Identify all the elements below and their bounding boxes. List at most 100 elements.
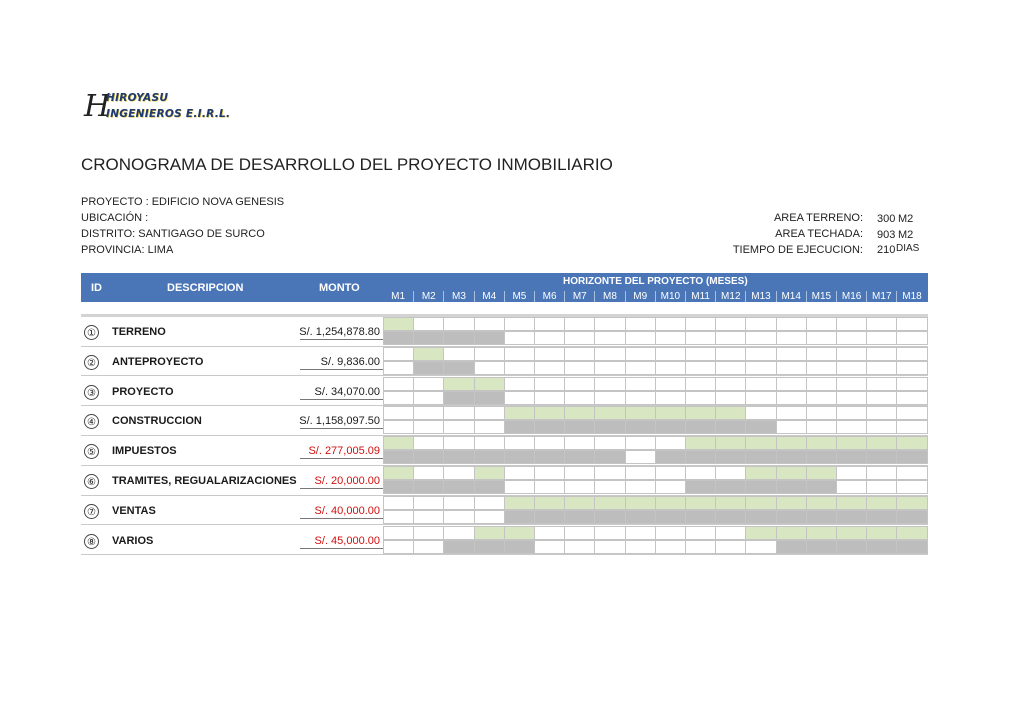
header-descripcion: DESCRIPCION [167, 282, 244, 294]
planned-cell-m16 [836, 346, 868, 361]
planned-cell-m8 [594, 466, 626, 480]
executed-cell-m12 [715, 539, 747, 554]
executed-cell-m16 [836, 450, 868, 465]
planned-cell-m8 [594, 495, 626, 510]
executed-cell-m16 [836, 331, 868, 345]
month-header-m11: M11 [685, 291, 715, 302]
executed-cell-m10 [654, 539, 686, 554]
row-id-badge: ② [84, 354, 99, 370]
executed-cell-m6 [534, 420, 566, 435]
month-header-m9: M9 [624, 291, 655, 302]
executed-cell-m1 [383, 420, 415, 435]
tiempo-ejecucion-value: 210 [877, 244, 896, 256]
planned-cell-m8 [594, 406, 626, 421]
planned-cell-m4 [473, 317, 505, 331]
executed-cell-m2 [413, 331, 445, 345]
executed-cell-m4 [473, 539, 505, 554]
planned-cell-m4 [473, 346, 505, 361]
executed-cell-m13 [745, 450, 777, 465]
row-amount: S/. 9,836.00 [320, 355, 380, 368]
executed-cell-m8 [594, 390, 626, 405]
executed-cell-m9 [624, 331, 656, 345]
row-description: PROYECTO [112, 385, 174, 398]
planned-cell-m8 [594, 346, 626, 361]
planned-cell-m12 [715, 495, 747, 510]
month-header-m12: M12 [715, 291, 745, 302]
area-techada-value: 903 [877, 229, 896, 241]
planned-cell-m13 [745, 346, 777, 361]
planned-cell-m2 [413, 406, 445, 421]
executed-cell-m2 [413, 420, 445, 435]
executed-cell-m13 [745, 509, 777, 524]
executed-cell-m12 [715, 509, 747, 524]
planned-cell-m9 [624, 406, 656, 421]
row-separator [81, 494, 928, 496]
executed-cell-m14 [775, 360, 807, 375]
executed-cell-m13 [745, 360, 777, 375]
executed-cell-m10 [654, 450, 686, 465]
executed-cell-m2 [413, 390, 445, 405]
executed-cell-m2 [413, 450, 445, 465]
executed-cell-m17 [866, 450, 898, 465]
executed-cell-m1 [383, 450, 415, 465]
executed-cell-m7 [564, 539, 596, 554]
planned-cell-m2 [413, 346, 445, 361]
planned-cell-m10 [654, 466, 686, 480]
planned-cell-m4 [473, 525, 505, 540]
executed-cell-m7 [564, 420, 596, 435]
planned-cell-m14 [775, 376, 807, 391]
planned-cell-m3 [443, 525, 475, 540]
executed-cell-m6 [534, 360, 566, 375]
planned-cell-m11 [685, 525, 717, 540]
executed-cell-m7 [564, 360, 596, 375]
planned-cell-m2 [413, 525, 445, 540]
executed-cell-m11 [685, 509, 717, 524]
executed-cell-m8 [594, 331, 626, 345]
planned-cell-m1 [383, 317, 415, 331]
executed-cell-m16 [836, 360, 868, 375]
executed-cell-m1 [383, 509, 415, 524]
planned-cell-m15 [805, 317, 837, 331]
executed-cell-m11 [685, 539, 717, 554]
executed-cell-m8 [594, 539, 626, 554]
planned-cell-m7 [564, 406, 596, 421]
planned-cell-m11 [685, 436, 717, 451]
month-header-m16: M16 [836, 291, 866, 302]
planned-cell-m12 [715, 346, 747, 361]
executed-cell-m12 [715, 390, 747, 405]
executed-cell-m10 [654, 390, 686, 405]
planned-cell-m17 [866, 525, 898, 540]
executed-cell-m15 [805, 390, 837, 405]
planned-cell-m5 [503, 317, 535, 331]
executed-cell-m13 [745, 539, 777, 554]
executed-cell-m18 [896, 331, 928, 345]
executed-cell-m10 [654, 360, 686, 375]
row-amount: S/. 1,254,878.80 [299, 326, 380, 338]
planned-cell-m14 [775, 317, 807, 331]
planned-cell-m3 [443, 406, 475, 421]
executed-cell-m3 [443, 390, 475, 405]
executed-cell-m5 [503, 331, 535, 345]
planned-cell-m4 [473, 436, 505, 451]
planned-cell-m18 [896, 466, 928, 480]
row-amount: S/. 45,000.00 [314, 534, 380, 547]
planned-cell-m11 [685, 376, 717, 391]
month-header-m2: M2 [413, 291, 443, 302]
planned-cell-m1 [383, 346, 415, 361]
executed-cell-m16 [836, 509, 868, 524]
logo-mark: H [84, 89, 111, 124]
executed-cell-m7 [564, 450, 596, 465]
planned-cell-m3 [443, 495, 475, 510]
tiempo-ejecucion-unit: DIAS [896, 243, 920, 254]
executed-cell-m5 [503, 509, 535, 524]
planned-cell-m4 [473, 376, 505, 391]
planned-cell-m13 [745, 406, 777, 421]
month-header-m4: M4 [473, 291, 504, 302]
amount-leader-line [300, 339, 384, 340]
header-divider [81, 314, 928, 317]
row-separator [81, 375, 928, 377]
planned-cell-m6 [534, 466, 566, 480]
month-header-m10: M10 [654, 291, 685, 302]
planned-cell-m18 [896, 525, 928, 540]
executed-cell-m9 [624, 539, 656, 554]
